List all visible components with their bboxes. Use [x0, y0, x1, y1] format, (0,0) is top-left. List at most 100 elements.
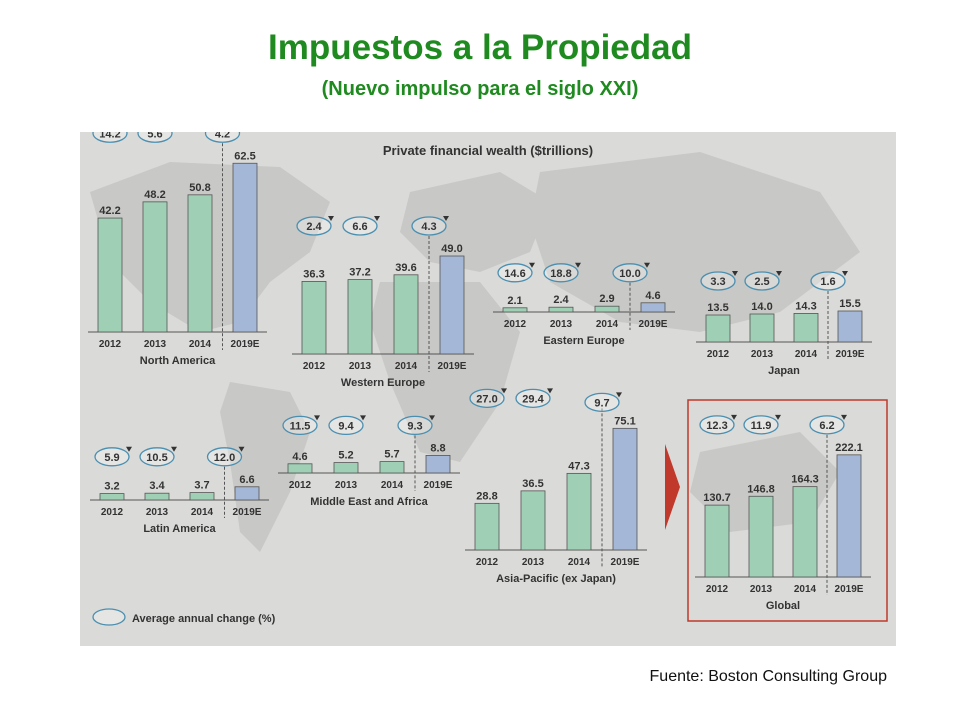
asia-pacific-ex-japan-bar-2019E — [612, 427, 638, 551]
middle-east-and-africa-value-label: 8.8 — [430, 442, 445, 454]
asia-pacific-ex-japan-bar-2013 — [520, 490, 546, 551]
latin-america-change-label: 5.9 — [104, 452, 119, 464]
japan-change-arrow-icon — [776, 271, 782, 276]
source-note: Fuente: Boston Consulting Group — [649, 668, 887, 685]
western-europe-tick-label: 2012 — [303, 361, 326, 372]
western-europe-value-label: 49.0 — [441, 243, 462, 255]
north-america-region-label: North America — [140, 355, 216, 367]
latin-america-bar-2019E — [234, 486, 260, 501]
middle-east-and-africa-bar-2014 — [379, 461, 405, 474]
japan-bar-2013 — [749, 313, 775, 343]
asia-pacific-ex-japan-change-arrow-icon — [547, 388, 553, 394]
latin-america-tick-label: 2019E — [233, 507, 262, 518]
page-title: Impuestos a la Propiedad — [268, 28, 692, 67]
global-change-bubble — [809, 415, 845, 435]
japan-bar-2012 — [705, 314, 731, 343]
asia-pacific-ex-japan-value-label: 28.8 — [476, 490, 497, 502]
latin-america-bar-2012 — [99, 493, 125, 501]
wealth-chart: Private financial wealth ($trillions) 42.… — [80, 123, 896, 646]
asia-pacific-ex-japan-value-label: 47.3 — [568, 460, 589, 472]
western-europe-value-label: 36.3 — [303, 268, 324, 280]
north-america-bar-2012 — [97, 217, 123, 333]
global-bar-2012 — [704, 504, 730, 578]
eastern-europe-bar-2012 — [502, 307, 528, 313]
eastern-europe-bar-2019E — [640, 302, 666, 313]
latin-america-change-bubble — [94, 447, 130, 467]
latin-america-value-label: 3.2 — [104, 481, 119, 493]
western-europe-bar-2012 — [301, 280, 327, 355]
western-europe-change-label: 6.6 — [352, 221, 367, 233]
middle-east-and-africa-bar-2013 — [333, 462, 359, 474]
global-value-label: 146.8 — [747, 483, 775, 495]
north-america-tick-label: 2013 — [144, 339, 167, 350]
asia-pacific-ex-japan-change-bubble — [515, 388, 551, 408]
latin-america-bar-2013 — [144, 492, 170, 501]
western-europe-value-label: 37.2 — [349, 267, 370, 279]
western-europe-change-label: 2.4 — [306, 221, 322, 233]
eastern-europe-change-label: 18.8 — [550, 268, 571, 280]
eastern-europe-change-bubble — [543, 263, 579, 283]
asia-pacific-ex-japan-value-label: 36.5 — [522, 478, 543, 490]
eastern-europe-change-arrow-icon — [575, 262, 581, 268]
global-change-arrow-icon — [841, 414, 847, 420]
japan-region-label: Japan — [768, 365, 800, 377]
global-tick-label: 2019E — [835, 584, 864, 595]
middle-east-and-africa-bar-2019E — [425, 454, 451, 474]
latin-america-tick-label: 2012 — [101, 507, 124, 518]
middle-east-and-africa-change-label: 9.4 — [338, 420, 354, 432]
north-america-bar-2013 — [142, 201, 168, 333]
eastern-europe-change-label: 14.6 — [504, 268, 525, 280]
global-tick-label: 2014 — [794, 584, 817, 595]
north-america-value-label: 62.5 — [234, 150, 255, 162]
japan-change-label: 1.6 — [820, 276, 835, 288]
global-change-arrow-icon — [731, 414, 737, 420]
western-europe-change-arrow-icon — [374, 216, 380, 221]
asia-pacific-ex-japan-bar-2014 — [566, 472, 592, 551]
eastern-europe-tick-label: 2013 — [550, 319, 573, 330]
latin-america-change-bubble — [206, 447, 243, 467]
middle-east-and-africa-change-arrow-icon — [429, 415, 435, 421]
asia-pacific-ex-japan-change-label: 29.4 — [522, 393, 544, 405]
middle-east-and-africa-bar-2012 — [287, 463, 313, 474]
latin-america-value-label: 3.4 — [149, 480, 165, 492]
western-europe-bar-2019E — [439, 255, 465, 355]
middle-east-and-africa-value-label: 4.6 — [292, 451, 307, 463]
western-europe-value-label: 39.6 — [395, 262, 416, 274]
global-value-label: 130.7 — [703, 492, 731, 504]
asia-pacific-ex-japan-change-bubble — [469, 388, 505, 408]
north-america-tick-label: 2012 — [99, 339, 122, 350]
middle-east-and-africa-change-arrow-icon — [314, 415, 320, 421]
global-tick-label: 2013 — [750, 584, 773, 595]
japan-tick-label: 2014 — [795, 349, 818, 360]
western-europe-bar-2014 — [393, 274, 419, 355]
japan-change-arrow-icon — [842, 271, 848, 276]
japan-bar-2019E — [837, 310, 863, 343]
latin-america-tick-label: 2014 — [191, 507, 214, 518]
asia-pacific-ex-japan-change-arrow-icon — [501, 388, 507, 394]
global-arrow-icon — [665, 444, 680, 530]
japan-change-label: 3.3 — [710, 276, 725, 288]
latin-america-change-arrow-icon — [171, 446, 177, 452]
map-europe — [400, 172, 550, 272]
latin-america-change-label: 12.0 — [214, 452, 235, 464]
middle-east-and-africa-region-label: Middle East and Africa — [310, 496, 428, 508]
asia-pacific-ex-japan-change-label: 9.7 — [594, 397, 609, 409]
chart-title: Private financial wealth ($trillions) — [383, 143, 593, 158]
middle-east-and-africa-tick-label: 2013 — [335, 480, 358, 491]
japan-change-bubble — [700, 271, 736, 291]
north-america-change-label: 4.2 — [215, 132, 230, 140]
asia-pacific-ex-japan-tick-label: 2013 — [522, 557, 545, 568]
western-europe-change-bubble — [411, 216, 447, 236]
middle-east-and-africa-tick-label: 2014 — [381, 480, 404, 491]
asia-pacific-ex-japan-tick-label: 2014 — [568, 557, 591, 568]
eastern-europe-tick-label: 2019E — [639, 319, 668, 330]
north-america-tick-label: 2019E — [231, 339, 260, 350]
latin-america-change-bubble — [139, 447, 175, 467]
north-america-bar-2014 — [187, 194, 213, 333]
western-europe-bar-2013 — [347, 279, 373, 355]
middle-east-and-africa-change-label: 11.5 — [290, 420, 311, 432]
eastern-europe-value-label: 2.9 — [599, 293, 614, 305]
asia-pacific-ex-japan-change-label: 27.0 — [476, 393, 497, 405]
japan-change-label: 2.5 — [754, 276, 769, 288]
asia-pacific-ex-japan-change-arrow-icon — [616, 392, 622, 398]
